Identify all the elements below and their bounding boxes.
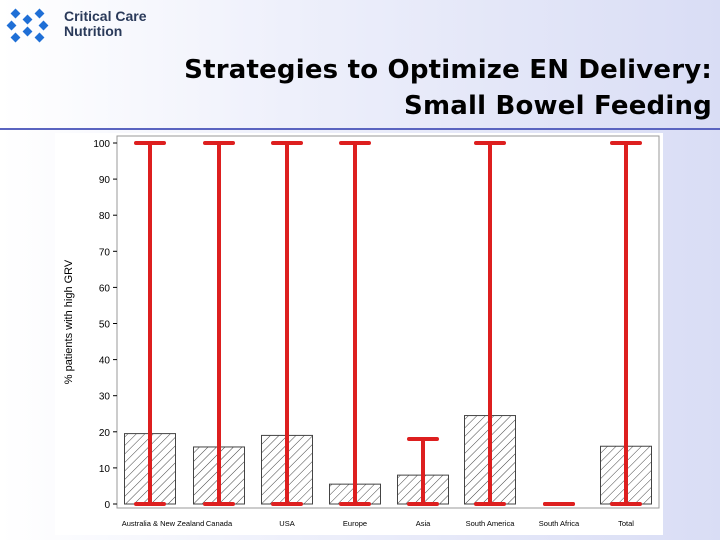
error-bar [610,141,642,506]
title-line-2: Small Bowel Feeding [404,91,712,121]
x-tick-label: Canada [206,519,233,528]
y-tick-label: 70 [99,247,111,258]
error-bar [474,141,506,506]
error-bar [407,437,439,506]
brand-line-2: Nutrition [64,23,123,39]
y-tick-label: 80 [99,211,111,222]
error-bar [339,141,371,506]
x-tick-label: South Africa [539,519,580,528]
error-bar [203,141,235,506]
y-axis-label: % patients with high GRV [63,259,75,384]
logo-icon [6,8,49,43]
header-divider [0,128,720,130]
chart-panel: 0 10 20 30 40 50 60 70 80 90 100 Australia & New Z… [55,133,663,535]
brand-line-1: Critical Care [64,8,147,24]
x-tick-label: USA [279,519,294,528]
x-tick-label: Australia & New Zealand [122,519,205,528]
y-tick-label: 10 [99,464,111,475]
y-tick-label: 30 [99,392,111,403]
error-bar [134,141,166,506]
x-tick-label: South America [466,519,516,528]
error-bar [271,141,303,506]
y-tick-label: 20 [99,428,111,439]
title-line-1: Strategies to Optimize EN Delivery: [184,55,712,85]
plot-frame [116,135,660,509]
brand-name: Critical Care Nutrition [64,9,146,39]
y-tick-label: 100 [93,139,110,150]
y-tick-label: 60 [99,283,111,294]
x-tick-label: Asia [416,519,431,528]
y-tick-label: 50 [99,320,111,331]
bar-chart: 0 10 20 30 40 50 60 70 80 90 100 Australia & New Z… [63,135,660,528]
x-tick-label: Europe [343,519,367,528]
page-title: Strategies to Optimize EN Delivery: Smal… [184,52,712,124]
y-tick-label: 40 [99,356,111,367]
y-tick-label: 90 [99,175,111,186]
x-tick-label: Total [618,519,634,528]
y-tick-label: 0 [104,500,110,511]
